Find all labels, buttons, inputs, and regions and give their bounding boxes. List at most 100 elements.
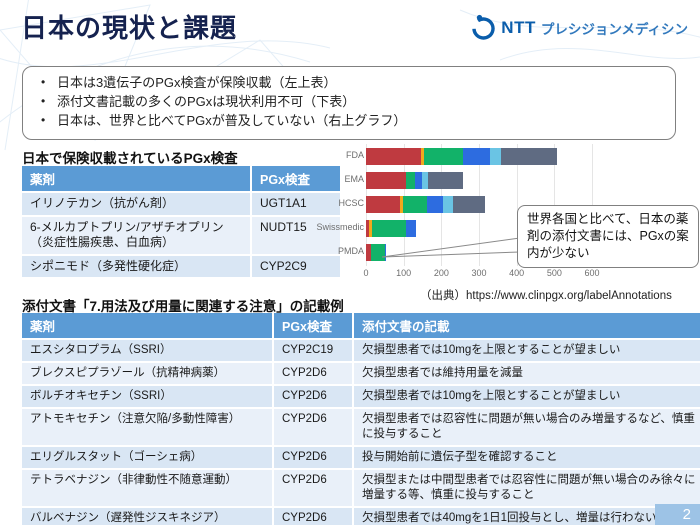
bar-segment-lightblue — [443, 196, 453, 213]
table-cell: ボルチオキセチン（SSRI） — [22, 384, 274, 409]
bar-segment-red — [366, 172, 406, 189]
stacked-bar-ema — [366, 172, 464, 189]
ntt-logo-icon — [472, 14, 495, 40]
table-row: ブレクスピプラゾール（抗精神病薬） CYP2D6 欠損型患者では維持用量を減量 — [22, 361, 700, 386]
callout-bubble: 世界各国と比べて、日本の薬剤の添付文書には、PGxの案内が少ない — [517, 205, 699, 268]
table-cell: CYP2D6 — [273, 384, 354, 409]
table-row: イリノテカン（抗がん剤） UGT1A1 — [22, 192, 342, 217]
stacked-bar-fda — [366, 148, 558, 165]
label-table-title: 添付文書「7.用法及び用量に関連する注意」の記載例 — [22, 299, 344, 314]
bar-segment-yellow — [399, 196, 403, 213]
category-label: Swissmedic — [316, 222, 364, 232]
bar-segment-gray — [500, 148, 558, 165]
summary-bullet: 添付文書記載の多くのPGxは現状利用不可（下表） — [33, 93, 661, 112]
category-label: EMA — [344, 174, 364, 184]
table-cell: ブレクスピプラゾール（抗精神病薬） — [22, 361, 274, 386]
table-row: エリグルスタット（ゴーシェ病） CYP2D6 投与開始前に遺伝子型を確認すること — [22, 445, 700, 470]
category-label: HCSC — [338, 198, 364, 208]
column-header: PGx検査 — [251, 166, 342, 193]
page-title: 日本の現状と課題 — [21, 13, 238, 43]
stacked-bar-swissmedic — [366, 220, 416, 237]
source-citation: （出典）https://www.clinpgx.org/labelAnnotat… — [420, 287, 672, 303]
table-cell: CYP2D6 — [273, 468, 354, 508]
bar-segment-green — [371, 220, 406, 237]
pgx-label-chart: 0 100 200 300 400 500 600 FDA EMA HCSC Swissmedic… — [316, 142, 698, 290]
x-tick-label: 200 — [433, 268, 449, 278]
bar-segment-green — [402, 196, 427, 213]
bar-segment-green — [370, 244, 385, 261]
table-cell: CYP2D6 — [273, 506, 354, 525]
bar-segment-red — [366, 244, 371, 261]
table-cell: エリグルスタット（ゴーシェ病） — [22, 445, 274, 470]
bar-segment-green — [405, 172, 415, 189]
insurance-table-title: 日本で保険収載されているPGx検査 — [22, 151, 238, 166]
column-header: 薬剤 — [22, 313, 274, 340]
x-tick-label: 500 — [546, 268, 562, 278]
bar-segment-green — [423, 148, 464, 165]
table-cell: CYP2C19 — [273, 339, 354, 363]
table-row: シポニモド（多発性硬化症） CYP2C9 — [22, 254, 342, 280]
bar-segment-lightblue — [489, 148, 501, 165]
category-label: FDA — [346, 150, 364, 160]
table-cell: CYP2D6 — [273, 407, 354, 447]
table-cell: バルベナジン（遅発性ジスキネジア） — [22, 506, 274, 525]
bar-segment-blue — [414, 172, 422, 189]
table-cell: エスシタロプラム（SSRI） — [22, 339, 274, 363]
table-cell: 欠損型または中間型患者では忍容性に問題が無い場合のみ徐々に増量する等、慎重に投与… — [353, 468, 700, 508]
column-header: 薬剤 — [22, 166, 252, 193]
bar-segment-yellow — [420, 148, 424, 165]
table-cell: アトモキセチン（注意欠陥/多動性障害） — [22, 407, 274, 447]
column-header: PGx検査 — [273, 313, 354, 340]
x-tick-label: 0 — [363, 268, 369, 278]
bar-segment-red — [366, 220, 370, 237]
bar-segment-lightblue — [421, 172, 429, 189]
table-row: エスシタロプラム（SSRI） CYP2C19 欠損型患者では10mgを上限とすること… — [22, 339, 700, 363]
table-cell: NUDT15 — [251, 215, 342, 256]
column-header: 添付文書の記載 — [353, 313, 700, 340]
bar-segment-gray — [428, 172, 464, 189]
bar-segment-gray — [452, 196, 486, 213]
table-cell: CYP2C9 — [251, 254, 342, 280]
summary-box: 日本は3遺伝子のPGx検査が保険収載（左上表）添付文書記載の多くのPGxは現状利… — [22, 66, 676, 140]
summary-bullet: 日本は、世界と比べてPGxが普及していない（右上グラフ） — [33, 112, 661, 131]
table-row: 6-メルカプトプリン/アザチオプリン（炎症性腸疾患、白血病） NUDT15 — [22, 215, 342, 256]
chart-plot: 0 100 200 300 400 500 600 — [363, 144, 600, 290]
stacked-bar-pmda — [366, 244, 387, 261]
table-cell: テトラベナジン（非律動性不随意運動） — [22, 468, 274, 508]
table-cell: 欠損型患者では10mgを上限とすることが望ましい — [353, 384, 700, 409]
source-url: https://www.clinpgx.org/labelAnnotations — [466, 290, 672, 302]
table-row: テトラベナジン（非律動性不随意運動） CYP2D6 欠損型または中間型患者では忍容性… — [22, 468, 700, 508]
summary-bullet: 日本は3遺伝子のPGx検査が保険収載（左上表） — [33, 74, 661, 93]
logo-text-brand: プレシジョンメディシン — [540, 21, 688, 37]
stacked-bar-hcsc — [366, 196, 486, 213]
table-cell: 欠損型患者では10mgを上限とすることが望ましい — [353, 339, 700, 363]
x-tick-label: 400 — [509, 268, 525, 278]
x-tick-label: 300 — [471, 268, 487, 278]
header-row: 薬剤 PGx検査 添付文書の記載 — [22, 313, 700, 340]
page-number-badge: 2 — [655, 504, 700, 525]
bar-segment-red — [366, 148, 421, 165]
table-row: アトモキセチン（注意欠陥/多動性障害） CYP2D6 欠損型患者では忍容性に問題が無… — [22, 407, 700, 447]
bar-segment-yellow — [369, 220, 372, 237]
insurance-table: 薬剤 PGx検査 イリノテカン（抗がん剤） UGT1A1 6-メルカプトプリン/アザチオ… — [22, 166, 342, 280]
table-cell: UGT1A1 — [251, 192, 342, 217]
ntt-logo: NTT プレシジョンメディシン — [470, 14, 688, 41]
header-row: 薬剤 PGx検査 — [22, 166, 342, 193]
table-cell: 欠損型患者では忍容性に問題が無い場合のみ増量するなど、慎重に投与すること — [353, 407, 700, 447]
bar-segment-blue — [426, 196, 444, 213]
logo-text-ntt: NTT — [501, 17, 536, 37]
bar-segment-blue — [405, 220, 416, 237]
table-cell: CYP2D6 — [273, 445, 354, 470]
chart-gridline — [516, 144, 518, 266]
table-row: バルベナジン（遅発性ジスキネジア） CYP2D6 欠損型患者では40mgを1日1回投… — [22, 506, 700, 525]
summary-list: 日本は3遺伝子のPGx検査が保険収載（左上表）添付文書記載の多くのPGxは現状利… — [33, 74, 661, 131]
table-cell: 欠損型患者では40mgを1日1回投与とし、増量は行わないこと — [353, 506, 700, 525]
table-cell: CYP2D6 — [273, 361, 354, 386]
table-row: ボルチオキセチン（SSRI） CYP2D6 欠損型患者では10mgを上限とすることが… — [22, 384, 700, 409]
table-cell: イリノテカン（抗がん剤） — [22, 192, 252, 217]
category-label: PMDA — [337, 246, 364, 256]
x-tick-label: 100 — [396, 268, 412, 278]
bar-segment-blue — [463, 148, 490, 165]
bar-segment-red — [366, 196, 400, 213]
